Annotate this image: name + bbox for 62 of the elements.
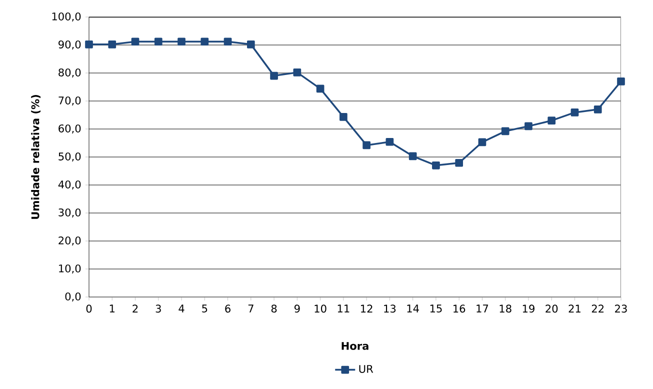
x-tick-label: 6 bbox=[225, 304, 230, 313]
x-tick-label: 18 bbox=[500, 304, 512, 313]
x-tick-label: 0 bbox=[86, 304, 92, 313]
point bbox=[432, 161, 440, 170]
x-tick-label: 1 bbox=[110, 304, 115, 312]
point bbox=[316, 84, 324, 93]
x-tick-label: 9 bbox=[294, 304, 300, 313]
legend-label: UR bbox=[359, 365, 374, 373]
point bbox=[224, 38, 232, 46]
x-axis-title: Hora bbox=[342, 342, 368, 350]
x-tick-label: 17 bbox=[476, 304, 488, 312]
x-tick-label: 11 bbox=[338, 304, 350, 312]
y-tick-label: 70,0 bbox=[58, 96, 81, 106]
point bbox=[408, 152, 417, 160]
x-tick-label: 23 bbox=[615, 304, 627, 313]
x-tick-label: 16 bbox=[454, 304, 466, 313]
point bbox=[570, 108, 579, 116]
x-tick-label: 19 bbox=[522, 304, 534, 313]
point bbox=[478, 138, 486, 146]
point bbox=[108, 40, 116, 48]
point bbox=[131, 38, 140, 46]
x-tick-label: 10 bbox=[314, 304, 326, 313]
point bbox=[362, 141, 370, 150]
y-axis-title: Umidade relativa (%) bbox=[31, 94, 41, 219]
point bbox=[178, 38, 186, 46]
y-tick-label: 50,0 bbox=[58, 152, 81, 162]
point bbox=[617, 77, 625, 86]
point bbox=[594, 105, 602, 114]
x-tick-label: 7 bbox=[248, 304, 254, 312]
x-tick-label: 13 bbox=[384, 304, 396, 313]
point bbox=[246, 40, 255, 48]
y-tick-label: 60,0 bbox=[58, 124, 81, 134]
point bbox=[154, 38, 162, 46]
x-tick-label: 5 bbox=[202, 304, 208, 312]
x-tick-label: 14 bbox=[407, 304, 419, 312]
point bbox=[340, 113, 348, 121]
x-tick-label: 21 bbox=[568, 304, 580, 312]
y-tick-label: 20,0 bbox=[58, 236, 81, 246]
y-tick-label: 100,0 bbox=[52, 12, 81, 22]
y-tick-label: 80,0 bbox=[58, 68, 81, 78]
point bbox=[386, 138, 394, 146]
point bbox=[293, 68, 302, 76]
x-tick-label: 20 bbox=[546, 304, 558, 313]
point bbox=[524, 122, 532, 130]
x-tick-label: 4 bbox=[178, 304, 184, 312]
y-tick-label: 30,0 bbox=[58, 208, 81, 218]
y-tick-label: 10,0 bbox=[59, 264, 81, 274]
x-tick-label: 12 bbox=[361, 304, 372, 312]
x-tick-label: 2 bbox=[132, 304, 138, 312]
x-tick-label: 15 bbox=[430, 304, 442, 312]
point bbox=[270, 72, 278, 80]
y-tick-label: 0,0 bbox=[65, 292, 81, 302]
point bbox=[200, 38, 209, 46]
x-tick-label: 8 bbox=[271, 304, 277, 313]
y-tick-label: 90,0 bbox=[58, 40, 81, 50]
point bbox=[548, 116, 556, 125]
point bbox=[455, 158, 464, 167]
x-tick-label: 22 bbox=[592, 304, 604, 312]
point bbox=[85, 40, 93, 48]
point bbox=[501, 127, 510, 136]
y-tick-label: 40,0 bbox=[58, 180, 81, 190]
x-tick-label: 3 bbox=[156, 304, 161, 313]
